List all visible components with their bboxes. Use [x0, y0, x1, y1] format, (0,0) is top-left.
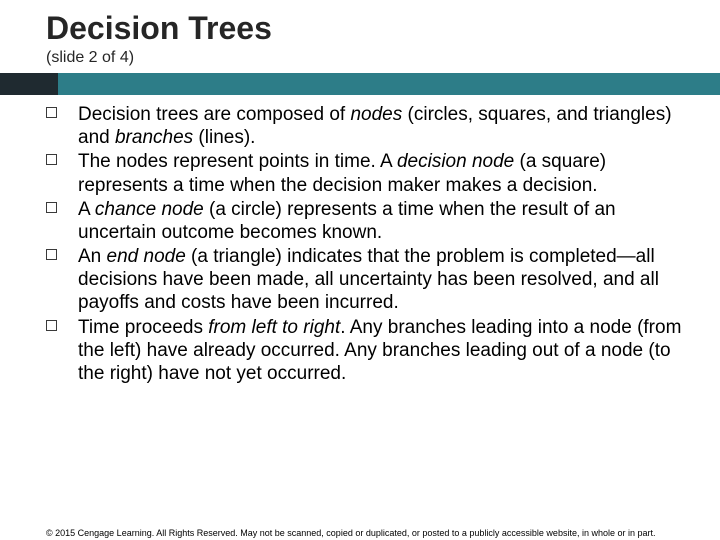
list-item-text: An end node (a triangle) indicates that … [78, 246, 659, 313]
bullet-list: Decision trees are composed of nodes (ci… [46, 103, 684, 385]
bullet-square-icon [46, 249, 57, 260]
page-title: Decision Trees [0, 0, 720, 47]
bullet-square-icon [46, 154, 57, 165]
accent-bar-teal [58, 73, 720, 95]
accent-bar-dark [0, 73, 58, 95]
content-area: Decision trees are composed of nodes (ci… [0, 95, 720, 385]
accent-bar [0, 73, 720, 95]
list-item: The nodes represent points in time. A de… [46, 150, 684, 196]
bullet-square-icon [46, 320, 57, 331]
list-item-text: The nodes represent points in time. A de… [78, 151, 606, 195]
list-item: A chance node (a circle) represents a ti… [46, 198, 684, 244]
list-item-text: A chance node (a circle) represents a ti… [78, 199, 616, 243]
list-item-text: Decision trees are composed of nodes (ci… [78, 104, 672, 148]
bullet-square-icon [46, 107, 57, 118]
list-item: Time proceeds from left to right. Any br… [46, 316, 684, 386]
slide-subtitle: (slide 2 of 4) [0, 47, 720, 73]
list-item: An end node (a triangle) indicates that … [46, 245, 684, 315]
slide: Decision Trees (slide 2 of 4) Decision t… [0, 0, 720, 540]
footer-copyright: © 2015 Cengage Learning. All Rights Rese… [46, 528, 684, 538]
list-item: Decision trees are composed of nodes (ci… [46, 103, 684, 149]
list-item-text: Time proceeds from left to right. Any br… [78, 317, 681, 384]
bullet-square-icon [46, 202, 57, 213]
